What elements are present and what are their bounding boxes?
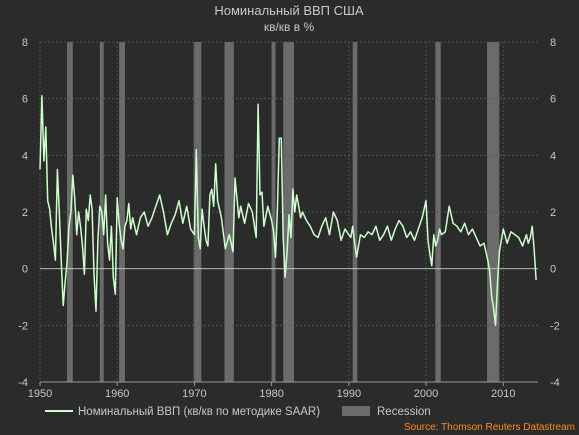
axis-ticks: -4 -4 -2 -2 0 0 2 2 4 4 6 6 8 8 1950 1960 1970 1980 1990 20… xyxy=(18,37,560,400)
recession-band xyxy=(352,42,358,382)
y-tick-label-right: 0 xyxy=(550,264,556,276)
x-tick-label: 1950 xyxy=(28,388,52,400)
legend-recession-swatch xyxy=(342,406,370,416)
x-tick-label: 2000 xyxy=(414,388,438,400)
y-tick-label-left: 0 xyxy=(22,264,28,276)
legend-label-recession: Recession xyxy=(377,406,431,418)
chart-title: Номинальный ВВП США xyxy=(214,3,364,18)
legend-label-gdp: Номинальный ВВП (кв/кв по методике SAAR) xyxy=(78,406,320,418)
x-tick-label: 1960 xyxy=(105,388,129,400)
y-tick-label-left: -2 xyxy=(18,320,28,332)
recession-band xyxy=(435,42,441,382)
y-tick-label-left: 4 xyxy=(22,150,28,162)
y-tick-label-right: -4 xyxy=(550,377,560,389)
y-tick-label-left: 8 xyxy=(22,37,28,49)
legend: Номинальный ВВП (кв/кв по методике SAAR)… xyxy=(45,406,431,418)
x-tick-label: 1970 xyxy=(182,388,206,400)
x-tick-label: 2010 xyxy=(491,388,515,400)
grid xyxy=(39,41,538,383)
x-tick-label: 1990 xyxy=(337,388,361,400)
series-layer xyxy=(39,95,537,327)
source-note: Source: Thomson Reuters Datastream xyxy=(404,422,575,433)
y-tick-label-left: 6 xyxy=(22,94,28,106)
chart-subtitle: кв/кв в % xyxy=(264,20,315,34)
y-tick-label-right: 8 xyxy=(550,37,556,49)
y-tick-label-left: 2 xyxy=(22,207,28,219)
y-tick-label-right: 4 xyxy=(550,150,556,162)
y-tick-label-left: -4 xyxy=(18,377,28,389)
series-line-nominal-gdp xyxy=(39,95,537,327)
y-tick-label-right: 6 xyxy=(550,94,556,106)
y-tick-label-right: 2 xyxy=(550,207,556,219)
x-tick-label: 1980 xyxy=(259,388,283,400)
y-tick-label-right: -2 xyxy=(550,320,560,332)
recession-band xyxy=(119,42,125,382)
